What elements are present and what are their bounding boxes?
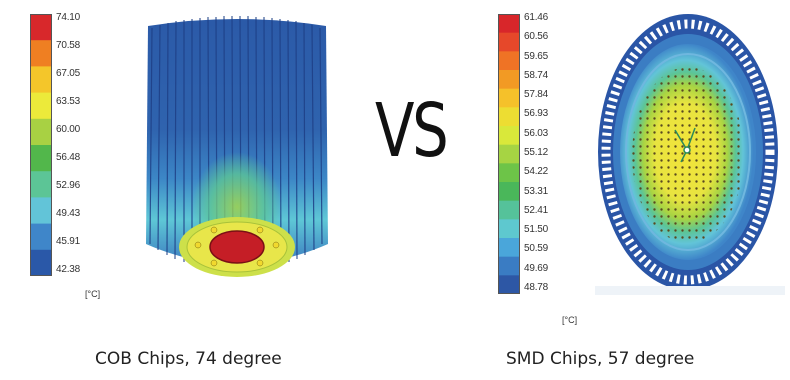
left-scale-segment: [30, 249, 52, 276]
right-scale-label: 58.74: [524, 69, 549, 81]
cob-scale-unit: [°C]: [85, 289, 101, 299]
right-scale-segment: [498, 182, 520, 202]
cob-scale-bar: [30, 14, 52, 276]
right-scale-label: 60.56: [524, 31, 549, 43]
left-scale-segment: [30, 171, 52, 198]
left-scale-label: 42.38: [56, 264, 81, 275]
vs-label: VS: [375, 88, 449, 174]
left-scale-label: 45.91: [56, 236, 81, 247]
right-scale-label: 55.12: [524, 147, 549, 158]
right-scale-label: 57.84: [524, 89, 549, 101]
right-scale-segment: [498, 88, 520, 108]
right-scale-segment: [498, 32, 520, 52]
right-scale-label: 54.22: [524, 166, 549, 178]
right-scale-label: 48.78: [524, 282, 549, 293]
left-scale-segment: [30, 118, 52, 146]
right-scale-segment: [498, 70, 520, 90]
right-scale-label: 56.03: [524, 127, 549, 139]
right-scale-label: 59.65: [524, 50, 549, 62]
left-scale-label: 56.48: [56, 152, 81, 163]
right-scale-segment: [498, 275, 520, 294]
right-scale-segment: [498, 14, 520, 34]
cob-caption: COB Chips, 74 degree: [95, 349, 282, 369]
left-scale-segment: [30, 223, 52, 251]
right-scale-label: 49.69: [524, 262, 549, 274]
right-scale-segment: [498, 51, 520, 71]
right-scale-segment: [498, 144, 520, 164]
cob-heatsink-thermal-image: [146, 15, 328, 277]
right-scale-segment: [498, 219, 520, 239]
smd-caption: SMD Chips, 57 degree: [506, 349, 695, 369]
right-scale-label: 51.50: [524, 224, 549, 236]
left-scale-segment: [30, 40, 52, 67]
right-scale-label: 53.31: [524, 185, 549, 197]
left-scale-frame: [30, 14, 52, 276]
right-scale-label: 56.93: [524, 108, 549, 120]
left-scale-label: 67.05: [56, 68, 81, 79]
right-scale-label: 52.41: [524, 204, 549, 216]
left-scale-label: 52.96: [56, 180, 81, 191]
right-scale-segment: [498, 238, 520, 258]
right-scale-segment: [498, 107, 520, 127]
smd-color-scale: 61.46 60.56 59.65 58.74 57.84 56.93 56.03 55.12…: [490, 12, 590, 337]
left-scale-label: 49.43: [56, 208, 81, 219]
right-scale-segment: [498, 126, 520, 146]
left-scale-label: 60.00: [56, 124, 81, 135]
right-scale-frame: [498, 14, 520, 294]
right-scale-segment: [498, 200, 520, 220]
left-scale-segment: [30, 92, 52, 120]
right-scale-segment: [498, 256, 520, 276]
left-scale-segment: [30, 145, 52, 172]
right-scale-label: 50.59: [524, 243, 549, 255]
left-scale-segment: [30, 14, 52, 41]
left-scale-segment: [30, 66, 52, 94]
smd-scale-bar: [498, 14, 520, 294]
left-scale-label: 74.10: [56, 12, 81, 23]
smd-lamp-thermal-image: [595, 14, 785, 295]
cob-color-scale: 74.10 70.58 67.05 63.53 60.00 56.48 52.96 49.43…: [22, 12, 112, 312]
left-scale-label: 63.53: [56, 96, 81, 107]
smd-scale-unit: [°C]: [562, 315, 578, 325]
right-scale-label: 61.46: [524, 12, 549, 23]
left-scale-label: 70.58: [56, 40, 81, 51]
left-scale-segment: [30, 197, 52, 225]
right-scale-segment: [498, 163, 520, 183]
